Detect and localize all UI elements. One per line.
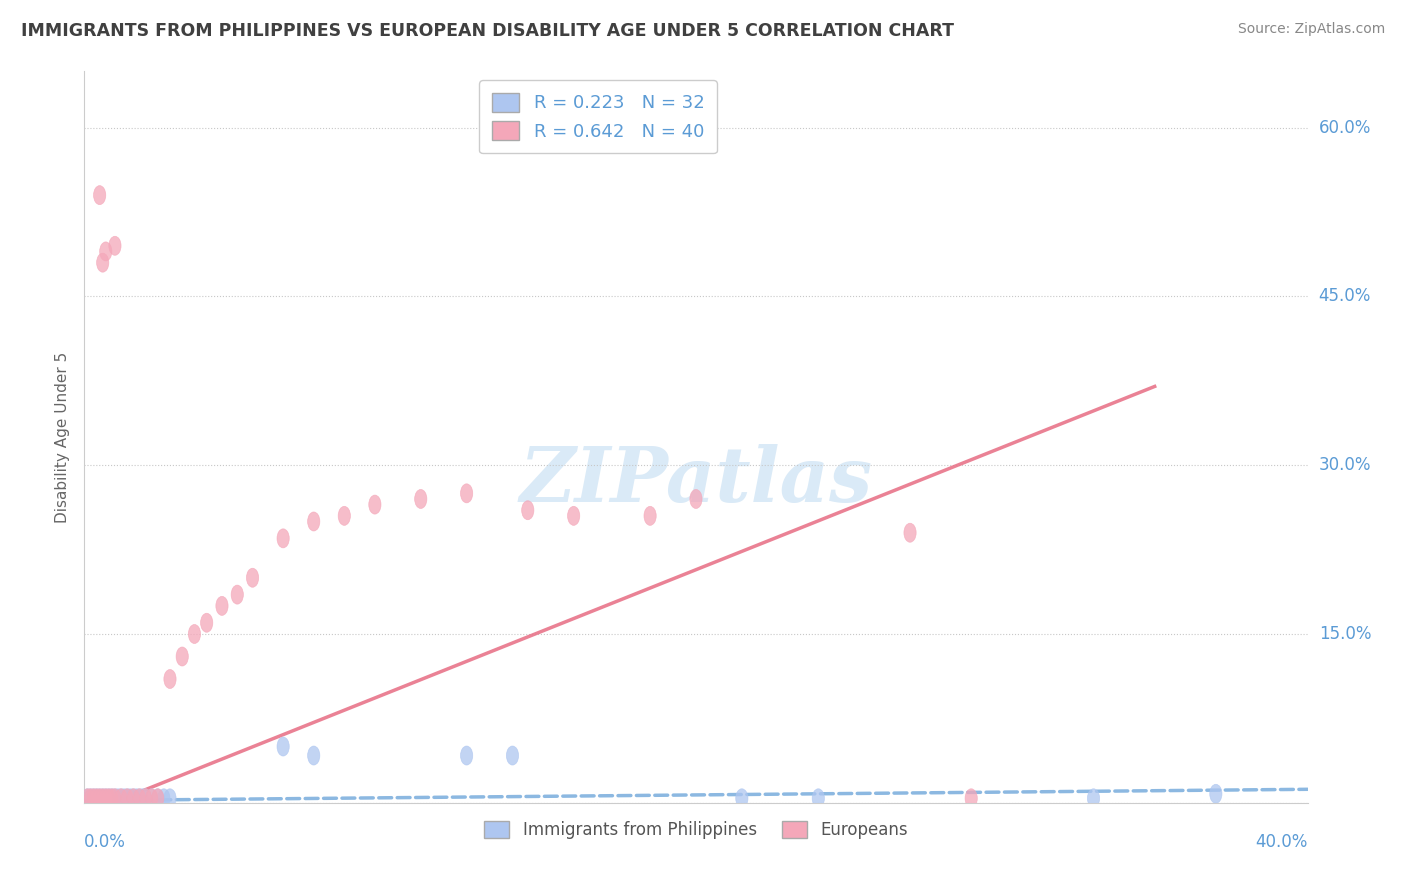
Ellipse shape [97, 789, 108, 808]
Ellipse shape [690, 490, 702, 508]
Ellipse shape [105, 789, 118, 808]
Ellipse shape [176, 647, 188, 666]
Ellipse shape [90, 789, 103, 808]
Ellipse shape [201, 613, 212, 632]
Ellipse shape [87, 789, 100, 808]
Ellipse shape [139, 789, 152, 808]
Ellipse shape [134, 789, 146, 808]
Ellipse shape [105, 789, 118, 808]
Ellipse shape [115, 789, 127, 808]
Ellipse shape [87, 789, 100, 808]
Ellipse shape [94, 789, 105, 808]
Ellipse shape [94, 186, 105, 204]
Ellipse shape [461, 746, 472, 765]
Ellipse shape [139, 789, 152, 808]
Ellipse shape [277, 737, 290, 756]
Ellipse shape [308, 746, 319, 765]
Ellipse shape [112, 789, 124, 808]
Ellipse shape [90, 789, 103, 808]
Text: 0.0%: 0.0% [84, 833, 127, 851]
Ellipse shape [100, 789, 112, 808]
Legend: Immigrants from Philippines, Europeans: Immigrants from Philippines, Europeans [478, 814, 914, 846]
Ellipse shape [735, 789, 748, 808]
Text: Source: ZipAtlas.com: Source: ZipAtlas.com [1237, 22, 1385, 37]
Text: 60.0%: 60.0% [1319, 119, 1371, 136]
Ellipse shape [277, 529, 290, 548]
Ellipse shape [84, 789, 97, 808]
Ellipse shape [152, 789, 165, 808]
Ellipse shape [188, 624, 201, 643]
Ellipse shape [108, 789, 121, 808]
Ellipse shape [415, 490, 427, 508]
Ellipse shape [152, 789, 165, 808]
Ellipse shape [134, 789, 146, 808]
Text: IMMIGRANTS FROM PHILIPPINES VS EUROPEAN DISABILITY AGE UNDER 5 CORRELATION CHART: IMMIGRANTS FROM PHILIPPINES VS EUROPEAN … [21, 22, 955, 40]
Ellipse shape [506, 746, 519, 765]
Ellipse shape [127, 789, 139, 808]
Text: 15.0%: 15.0% [1319, 625, 1371, 643]
Ellipse shape [136, 789, 149, 808]
Ellipse shape [146, 789, 157, 808]
Ellipse shape [100, 242, 112, 261]
Ellipse shape [103, 789, 115, 808]
Ellipse shape [368, 495, 381, 514]
Ellipse shape [97, 253, 108, 272]
Ellipse shape [461, 483, 472, 503]
Ellipse shape [965, 789, 977, 808]
Text: 30.0%: 30.0% [1319, 456, 1371, 475]
Ellipse shape [644, 507, 657, 525]
Ellipse shape [121, 789, 134, 808]
Ellipse shape [157, 789, 170, 808]
Ellipse shape [1087, 789, 1099, 808]
Ellipse shape [84, 789, 97, 808]
Ellipse shape [124, 789, 136, 808]
Ellipse shape [100, 789, 112, 808]
Ellipse shape [308, 512, 319, 531]
Ellipse shape [246, 568, 259, 587]
Ellipse shape [127, 789, 139, 808]
Ellipse shape [165, 789, 176, 808]
Ellipse shape [97, 789, 108, 808]
Ellipse shape [121, 789, 134, 808]
Ellipse shape [813, 789, 824, 808]
Ellipse shape [146, 789, 157, 808]
Ellipse shape [904, 524, 917, 542]
Ellipse shape [1209, 784, 1222, 804]
Ellipse shape [82, 789, 94, 808]
Ellipse shape [118, 789, 131, 808]
Ellipse shape [103, 789, 115, 808]
Ellipse shape [339, 507, 350, 525]
Ellipse shape [115, 789, 127, 808]
Ellipse shape [231, 585, 243, 604]
Text: ZIPatlas: ZIPatlas [519, 444, 873, 518]
Y-axis label: Disability Age Under 5: Disability Age Under 5 [55, 351, 70, 523]
Ellipse shape [82, 789, 94, 808]
Ellipse shape [131, 789, 142, 808]
Ellipse shape [165, 670, 176, 689]
Ellipse shape [522, 500, 534, 520]
Ellipse shape [217, 597, 228, 615]
Ellipse shape [108, 789, 121, 808]
Ellipse shape [568, 507, 579, 525]
Ellipse shape [94, 789, 105, 808]
Ellipse shape [108, 236, 121, 255]
Text: 40.0%: 40.0% [1256, 833, 1308, 851]
Text: 45.0%: 45.0% [1319, 287, 1371, 305]
